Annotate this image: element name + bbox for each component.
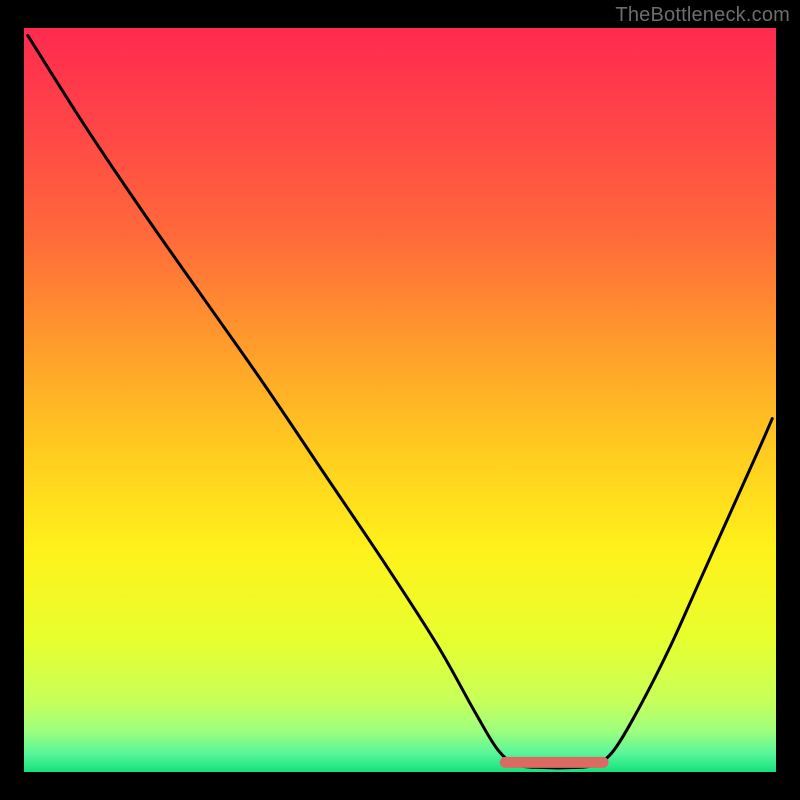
bottleneck-curve-chart: [0, 0, 800, 800]
watermark-text: TheBottleneck.com: [615, 4, 790, 27]
optimal-range-end-dot: [598, 757, 608, 767]
chart-stage: TheBottleneck.com: [0, 0, 800, 800]
optimal-range-start-dot: [500, 757, 510, 767]
